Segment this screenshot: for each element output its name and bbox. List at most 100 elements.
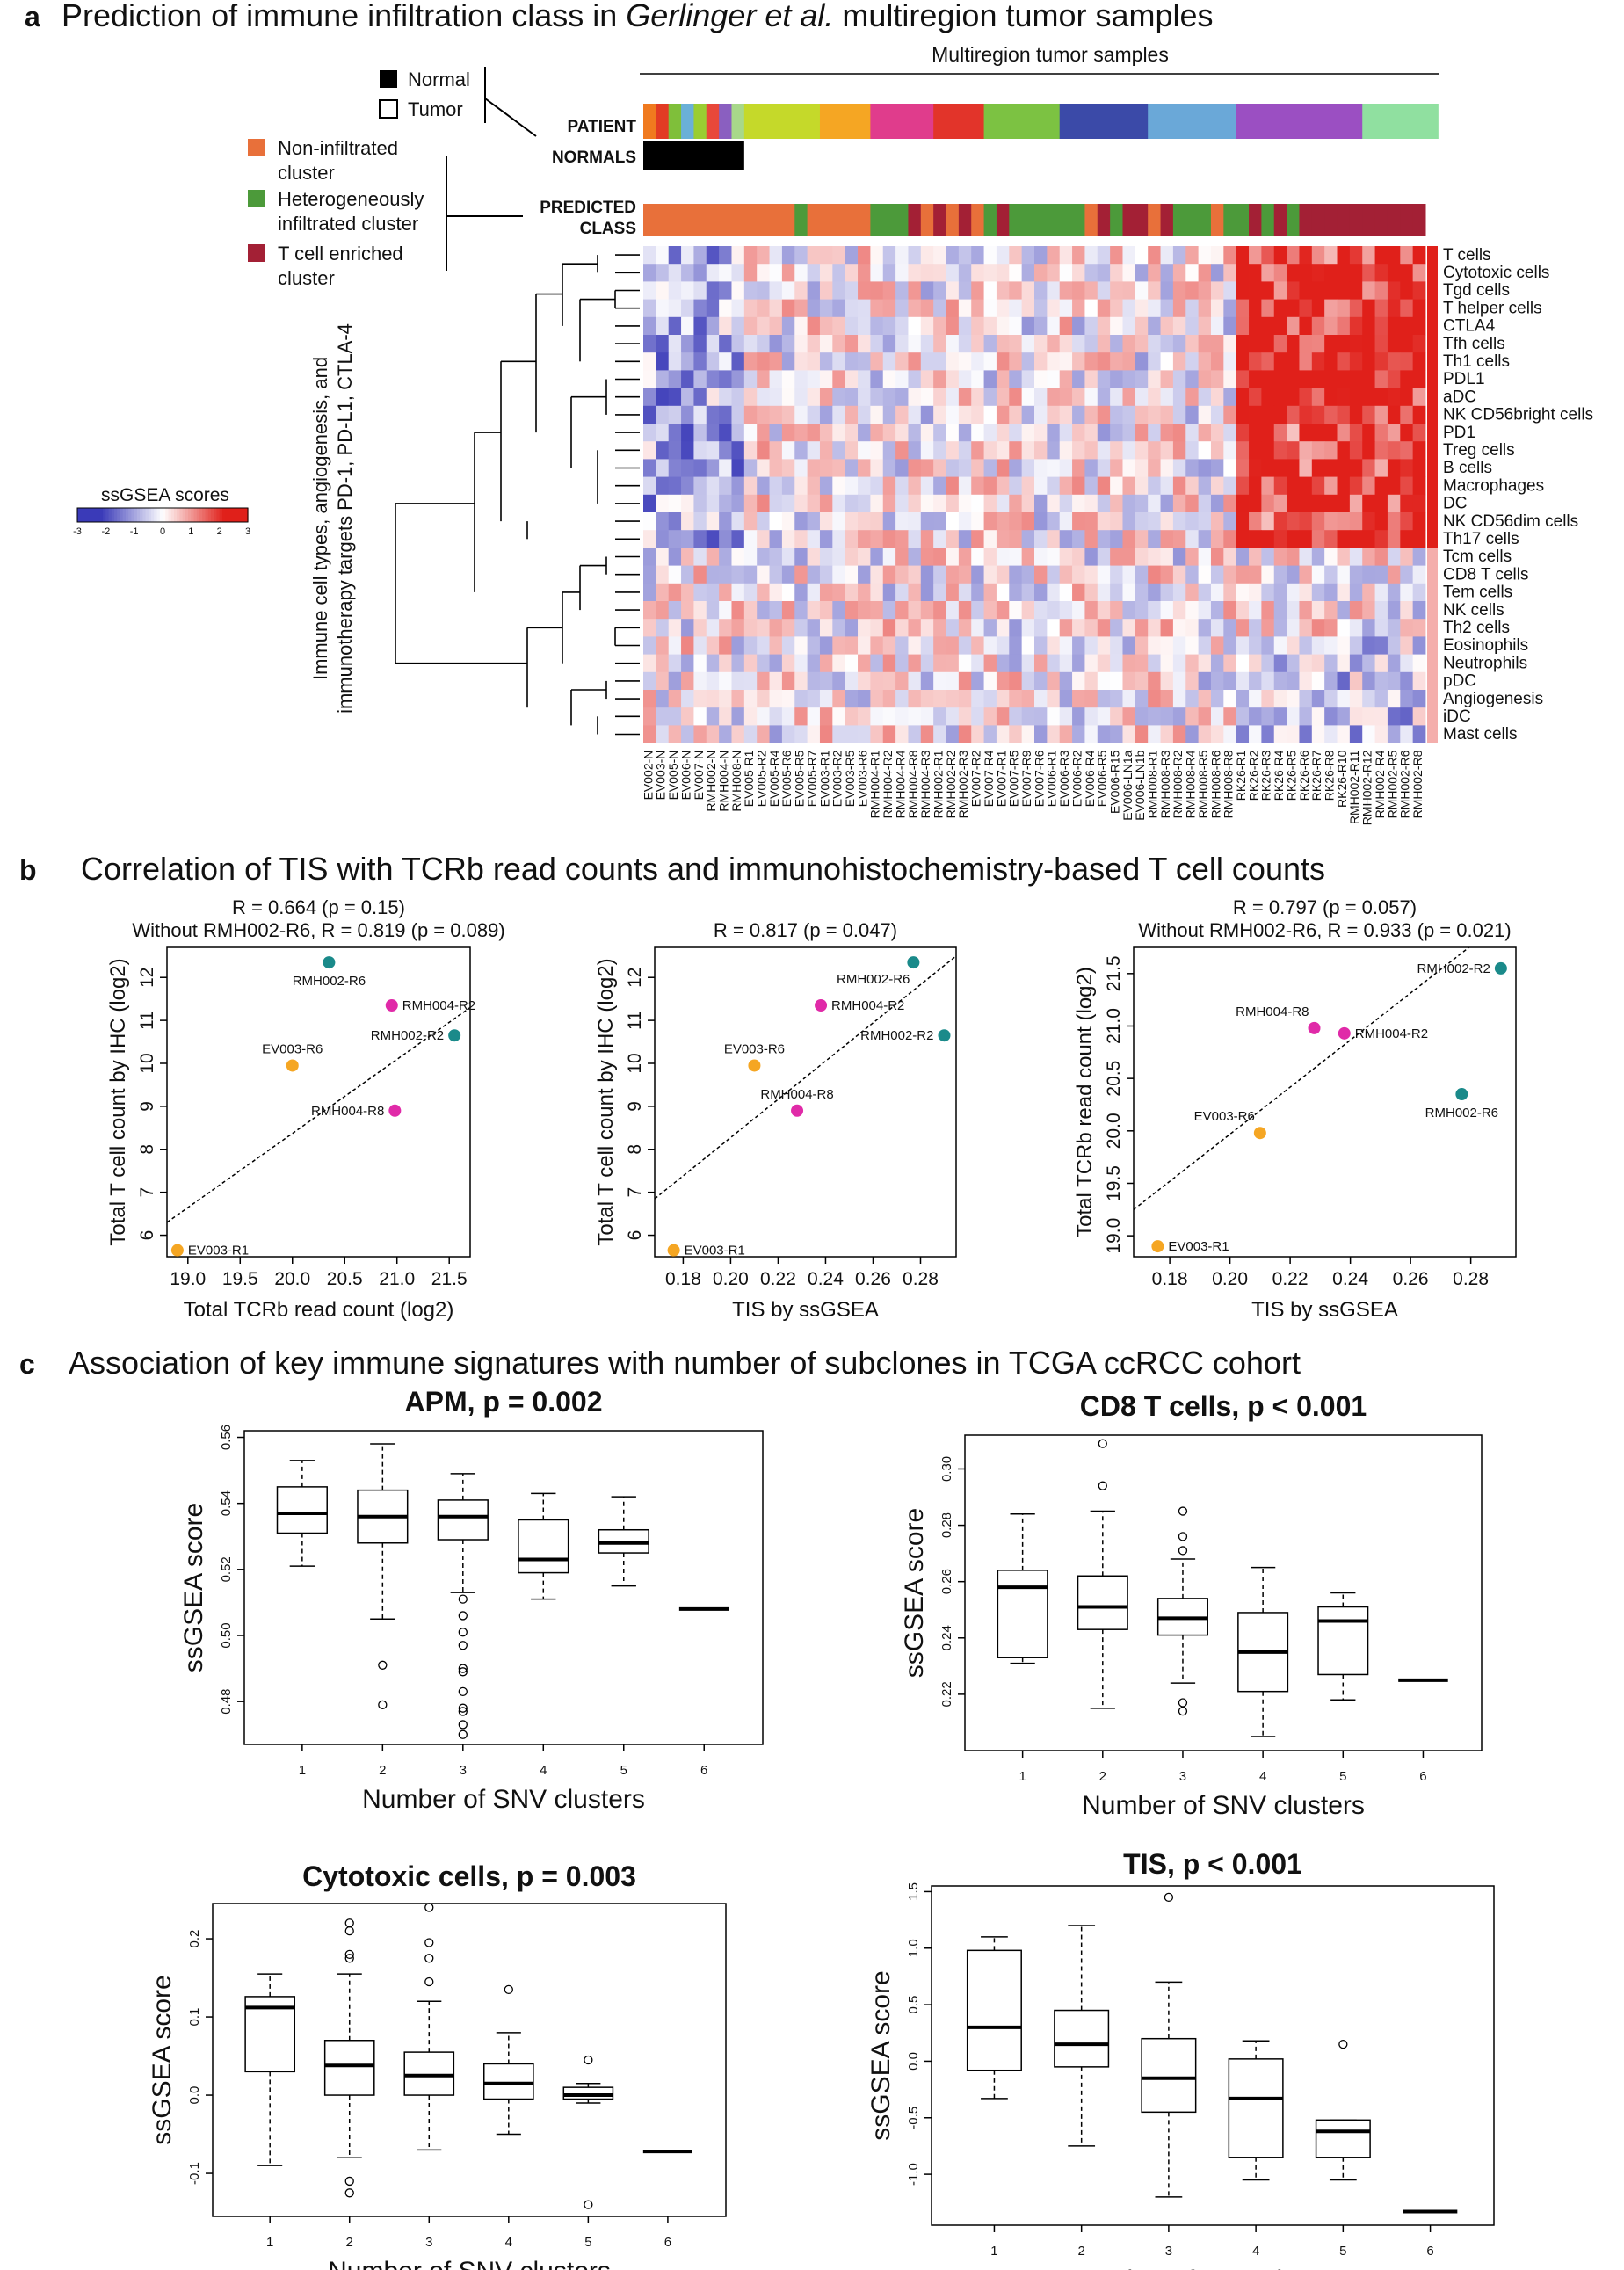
heatmap-cell (920, 246, 934, 265)
heatmap-cell (1249, 494, 1262, 513)
heatmap-cell (1059, 335, 1073, 353)
heatmap-cell (1210, 316, 1224, 336)
heatmap-cell (819, 601, 833, 620)
heatmap-col-label: RMH002-R3 (956, 750, 970, 818)
scatter-x-tick-label: 19.0 (170, 1269, 206, 1289)
heatmap-cell (1374, 548, 1388, 566)
heatmap-cell (1311, 424, 1325, 442)
heatmap-cell (1148, 654, 1161, 673)
patient-bar-segment (681, 104, 694, 139)
heatmap-cell (681, 548, 694, 566)
heatmap-cell (832, 335, 846, 353)
heatmap-cell (895, 530, 909, 548)
heatmap-cell (693, 459, 707, 477)
heatmap-cell (845, 424, 859, 442)
heatmap-row-mean-cell (1427, 671, 1438, 691)
heatmap-cell (1034, 512, 1048, 531)
heatmap-cell (870, 619, 884, 637)
heatmap-cell (983, 281, 997, 300)
heatmap-cell (643, 459, 656, 477)
heatmap-cell (668, 459, 682, 477)
heatmap-cell (1374, 654, 1388, 673)
heatmap-cell (1273, 264, 1287, 282)
predicted-class-cell (1400, 204, 1414, 236)
heatmap-cell (1185, 494, 1200, 513)
heatmap-cell (882, 441, 896, 460)
heatmap-cell (858, 246, 871, 265)
heatmap-cell (845, 370, 859, 388)
heatmap-cell (1072, 246, 1085, 265)
heatmap-cell (1148, 476, 1161, 496)
heatmap-cell (1148, 494, 1161, 513)
heatmap-cell (1198, 512, 1212, 531)
heatmap-row-label: Tem cells (1443, 584, 1512, 602)
box-y-label: ssGSEA score (148, 1975, 177, 2144)
heatmap-cell (1021, 583, 1035, 602)
heatmap-cell (1261, 246, 1275, 265)
heatmap-row-mean-cell (1427, 405, 1438, 424)
predicted-class-cell (1349, 204, 1363, 236)
heatmap-cell (1097, 476, 1111, 496)
heatmap-cell (656, 459, 670, 477)
color-scale-step (103, 508, 106, 522)
heatmap-cell (769, 335, 783, 353)
heatmap-cell (1261, 601, 1275, 620)
patient-bar-segment (668, 104, 682, 139)
heatmap-cell (1374, 246, 1388, 265)
heatmap-cell (794, 264, 808, 282)
heatmap-col-label: EV003-R6 (855, 750, 869, 807)
heatmap-cell (1299, 671, 1313, 691)
heatmap-cell (958, 512, 972, 531)
heatmap-cell (1287, 459, 1300, 477)
heatmap-cell (845, 548, 859, 566)
heatmap-cell (1349, 335, 1363, 353)
heatmap-cell (1337, 548, 1351, 566)
heatmap-cell (681, 671, 694, 691)
heatmap-cell (1236, 690, 1250, 708)
heatmap-cell (1172, 707, 1186, 726)
heatmap-cell (832, 441, 846, 460)
predicted-class-cell (706, 204, 720, 236)
box-y-label: ssGSEA score (900, 1508, 929, 1678)
box-x-tick-label: 3 (1165, 2244, 1172, 2259)
heatmap-cell (1249, 459, 1262, 477)
heatmap-cell (870, 246, 884, 265)
heatmap-cell (819, 476, 833, 496)
heatmap-cell (719, 246, 732, 265)
heatmap-cell (1287, 583, 1300, 602)
heatmap-cell (743, 264, 758, 282)
heatmap-cell (1122, 636, 1136, 655)
heatmap-cell (1009, 671, 1023, 691)
color-scale-step (244, 508, 249, 522)
heatmap-cell (693, 299, 707, 318)
predicted-class-cell (1122, 204, 1136, 236)
heatmap-cell (757, 459, 770, 477)
heatmap-cell (719, 690, 732, 708)
heatmap-cell (1387, 494, 1401, 513)
color-scale-tick: -1 (130, 526, 139, 537)
heatmap-cell (920, 476, 934, 496)
heatmap-cell (807, 494, 821, 513)
patient-bar-segment (693, 104, 707, 139)
heatmap-cell (794, 565, 808, 584)
heatmap-cell (794, 494, 808, 513)
heatmap-cell (1084, 654, 1098, 673)
heatmap-row-mean-cell (1427, 565, 1438, 584)
heatmap-cell (958, 335, 972, 353)
heatmap-cell (1273, 441, 1287, 460)
predicted-class-cell (1097, 204, 1111, 236)
heatmap-cell (858, 424, 871, 442)
heatmap-cell (845, 281, 859, 300)
heatmap-cell (1172, 671, 1186, 691)
heatmap-cell (1198, 690, 1212, 708)
scatter-title: R = 0.797 (p = 0.057) (1233, 896, 1417, 918)
predicted-class-cell (1311, 204, 1325, 236)
heatmap-cell (668, 352, 682, 371)
multiregion-header: Multiregion tumor samples (932, 43, 1169, 66)
heatmap-cell (1097, 530, 1111, 548)
heatmap-cell (757, 476, 770, 496)
heatmap-cell (1324, 690, 1338, 708)
scatter-title: Without RMH002-R6, R = 0.933 (p = 0.021) (1138, 919, 1511, 941)
heatmap-cell (1299, 459, 1313, 477)
